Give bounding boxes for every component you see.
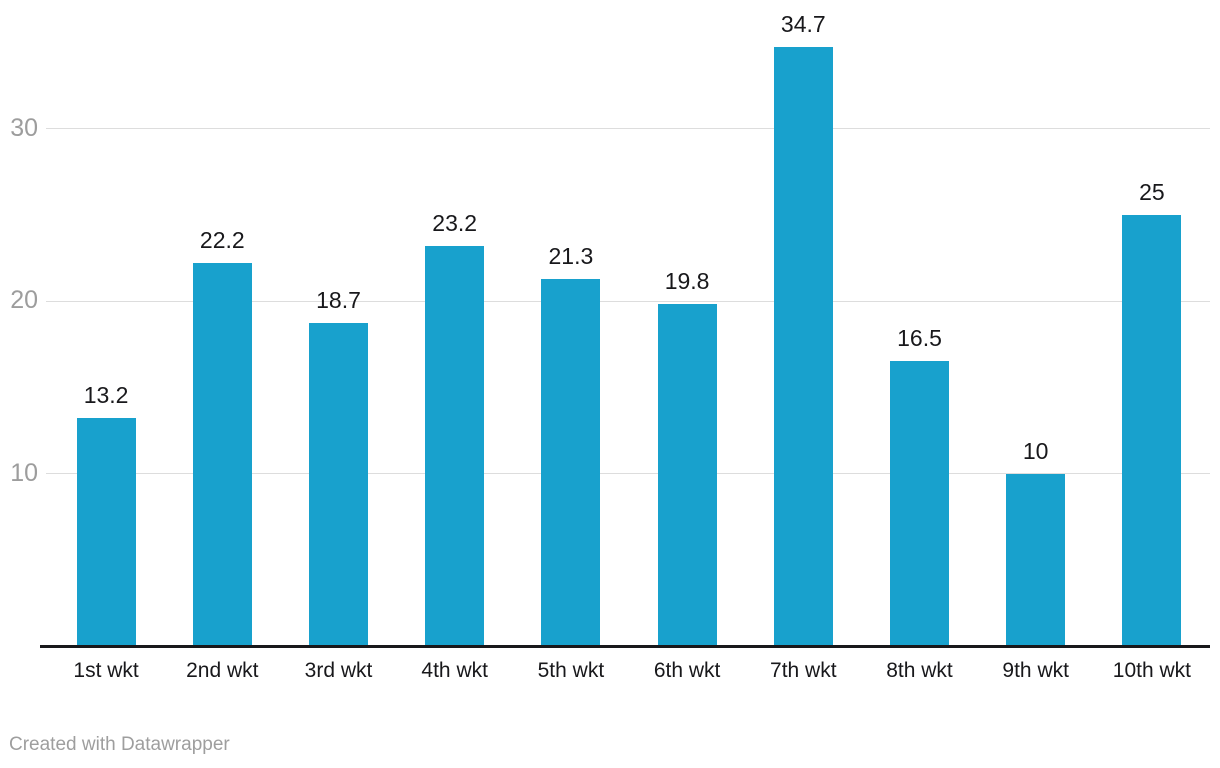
datawrapper-credit-link[interactable]: Created with Datawrapper <box>9 734 230 755</box>
bar-9th-wkt[interactable] <box>1006 473 1066 646</box>
y-gridline <box>46 128 1210 129</box>
y-gridline <box>46 300 1210 302</box>
value-label: 10 <box>1022 437 1049 464</box>
y-tick-label: 30 <box>10 113 38 142</box>
category-label: 3rd wkt <box>304 659 373 682</box>
category-label: 5th wkt <box>537 659 605 682</box>
value-label: 13.2 <box>83 382 129 409</box>
category-label: 2nd wkt <box>186 659 259 682</box>
bar-10th-wkt[interactable] <box>1122 214 1182 646</box>
value-label: 25 <box>1139 178 1165 205</box>
x-axis-line <box>40 645 1210 648</box>
value-label: 18.7 <box>316 287 361 314</box>
y-tick-label: 10 <box>10 458 38 487</box>
value-label: 16.5 <box>897 325 942 352</box>
bar-8th-wkt[interactable] <box>890 361 949 646</box>
category-label: 4th wkt <box>421 659 488 682</box>
y-gridline <box>46 473 1210 474</box>
category-label: 10th wkt <box>1112 659 1191 682</box>
value-label: 21.3 <box>548 242 594 269</box>
value-label: 19.8 <box>664 268 710 295</box>
value-label: 22.2 <box>199 227 245 254</box>
category-label: 7th wkt <box>770 659 837 682</box>
category-label: 6th wkt <box>653 659 721 682</box>
category-label: 8th wkt <box>886 659 953 682</box>
bar-3rd-wkt[interactable] <box>309 323 368 646</box>
bar-4th-wkt[interactable] <box>425 245 485 646</box>
y-tick-label: 20 <box>10 286 38 314</box>
bar-2nd-wkt[interactable] <box>192 263 252 646</box>
category-label: 1st wkt <box>73 659 139 682</box>
bar-5th-wkt[interactable] <box>541 278 601 646</box>
bar-7th-wkt[interactable] <box>773 47 833 646</box>
value-label: 23.2 <box>432 209 478 236</box>
value-label: 34.7 <box>780 11 826 38</box>
bar-6th-wkt[interactable] <box>657 304 717 646</box>
category-label: 9th wkt <box>1002 659 1069 682</box>
bar-1st-wkt[interactable] <box>76 418 136 646</box>
